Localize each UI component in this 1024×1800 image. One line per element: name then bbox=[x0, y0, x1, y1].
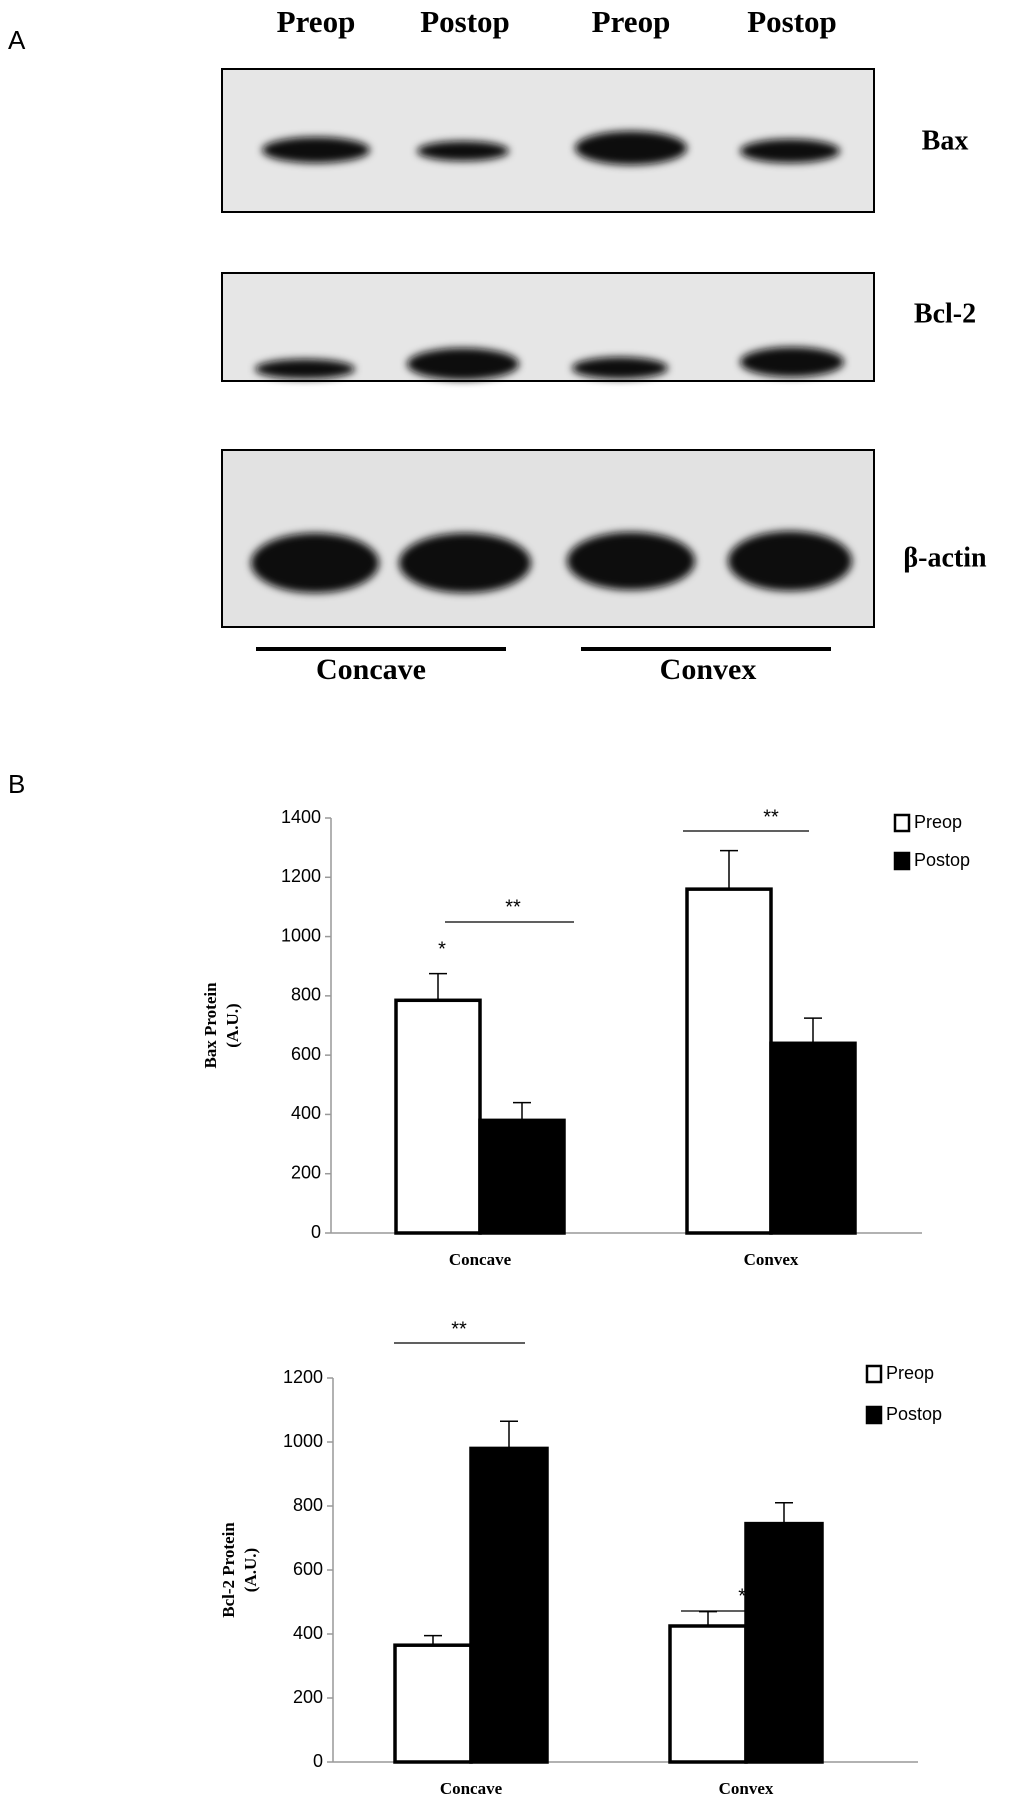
blot-band bbox=[255, 359, 355, 379]
y-tick-label: 0 bbox=[311, 1222, 321, 1242]
error-bar bbox=[699, 1610, 717, 1626]
blot-band bbox=[399, 533, 531, 593]
error-bar bbox=[513, 1101, 531, 1121]
bar bbox=[469, 1446, 549, 1764]
y-axis-label: (A.U.) bbox=[241, 1548, 260, 1592]
legend-label: Postop bbox=[886, 1404, 942, 1424]
legend-label: Preop bbox=[886, 1363, 934, 1383]
lane-label: Postop bbox=[747, 4, 837, 39]
blot-band bbox=[567, 532, 695, 590]
y-tick-label: 400 bbox=[293, 1623, 323, 1643]
y-tick-label: 0 bbox=[313, 1751, 323, 1771]
blot-band bbox=[740, 139, 840, 163]
bar bbox=[769, 1041, 857, 1235]
legend-label: Preop bbox=[914, 812, 962, 832]
group-label: Convex bbox=[660, 653, 757, 686]
y-tick-label: 600 bbox=[293, 1559, 323, 1579]
blot-band bbox=[740, 347, 844, 377]
y-tick-label: 800 bbox=[293, 1495, 323, 1515]
significance-mark: * bbox=[438, 938, 446, 960]
group-label: Concave bbox=[316, 653, 426, 686]
y-tick-label: 800 bbox=[291, 985, 321, 1005]
bar bbox=[478, 1118, 566, 1235]
error-bar bbox=[720, 849, 738, 890]
y-tick-label: 1400 bbox=[281, 807, 321, 827]
significance-mark: ** bbox=[451, 1318, 467, 1340]
y-tick-label: 1200 bbox=[283, 1367, 323, 1387]
blot-band bbox=[417, 141, 509, 161]
legend-swatch bbox=[893, 851, 911, 871]
blot-band bbox=[262, 137, 370, 163]
blot-band bbox=[251, 533, 379, 593]
legend-swatch bbox=[865, 1364, 883, 1384]
significance-mark: ** bbox=[738, 1585, 754, 1607]
blot-band bbox=[575, 131, 687, 165]
error-bar bbox=[804, 1017, 822, 1044]
protein-label: Bcl-2 bbox=[914, 298, 976, 329]
bar bbox=[393, 1643, 473, 1764]
y-tick-label: 200 bbox=[293, 1687, 323, 1707]
x-tick-label: Convex bbox=[744, 1250, 799, 1269]
y-tick-label: 1000 bbox=[281, 925, 321, 945]
bar bbox=[668, 1624, 748, 1764]
panel-label: A bbox=[8, 25, 26, 55]
lane-label: Postop bbox=[420, 4, 510, 39]
lane-label: Preop bbox=[277, 4, 356, 39]
y-tick-label: 600 bbox=[291, 1044, 321, 1064]
panel-label: B bbox=[8, 769, 25, 799]
y-axis-label: Bcl-2 Protein bbox=[219, 1522, 238, 1618]
y-axis-label: Bax Protein bbox=[201, 982, 220, 1069]
bar bbox=[744, 1521, 824, 1764]
significance-mark: ** bbox=[505, 896, 521, 918]
y-axis-label: (A.U.) bbox=[223, 1003, 242, 1047]
legend-swatch bbox=[865, 1405, 883, 1425]
legend-swatch bbox=[893, 813, 911, 833]
y-tick-label: 1000 bbox=[283, 1431, 323, 1451]
blot-band bbox=[407, 348, 519, 380]
blot-band bbox=[572, 357, 668, 379]
error-bar bbox=[429, 972, 447, 1001]
y-tick-label: 400 bbox=[291, 1103, 321, 1123]
significance-mark: ** bbox=[763, 806, 779, 828]
legend-label: Postop bbox=[914, 850, 970, 870]
y-tick-label: 1200 bbox=[281, 866, 321, 886]
x-tick-label: Concave bbox=[440, 1779, 503, 1798]
lane-label: Preop bbox=[592, 4, 671, 39]
error-bar bbox=[424, 1634, 442, 1646]
bar bbox=[394, 998, 482, 1235]
x-tick-label: Convex bbox=[719, 1779, 774, 1798]
blot-band bbox=[728, 531, 852, 591]
y-tick-label: 200 bbox=[291, 1162, 321, 1182]
bar bbox=[685, 887, 773, 1235]
error-bar bbox=[775, 1502, 793, 1524]
error-bar bbox=[500, 1420, 518, 1449]
x-tick-label: Concave bbox=[449, 1250, 512, 1269]
protein-label: β-actin bbox=[903, 542, 987, 573]
protein-label: Bax bbox=[922, 125, 969, 156]
